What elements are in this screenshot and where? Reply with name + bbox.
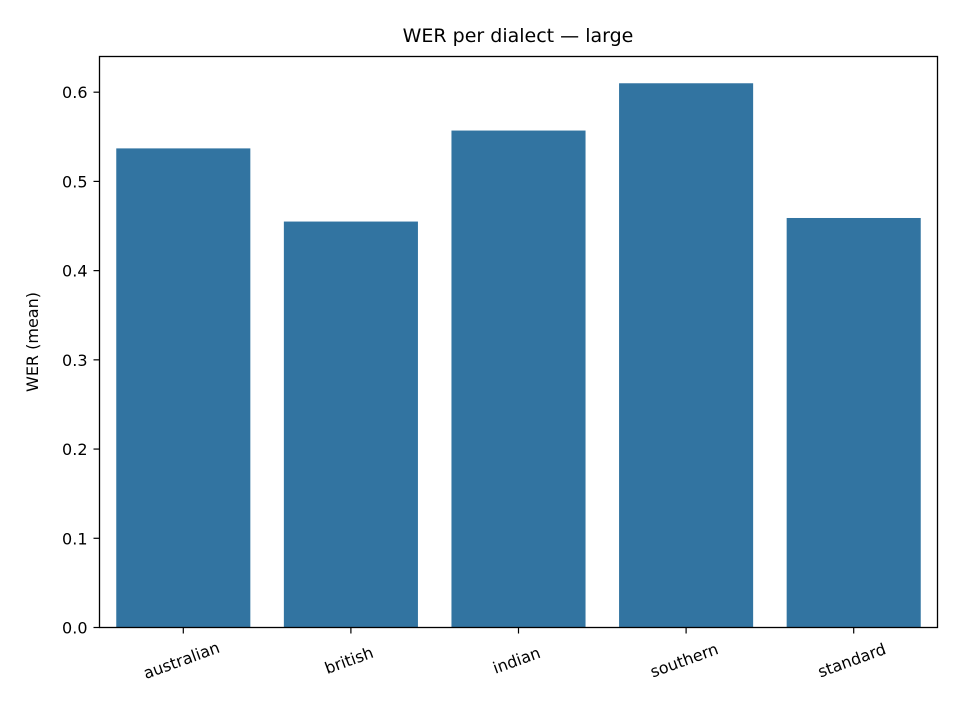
y-tick-label: 0.5 [62, 172, 87, 191]
y-axis-title: WER (mean) [23, 292, 42, 392]
chart-title: WER per dialect — large [403, 25, 634, 47]
bar-british [283, 221, 418, 628]
y-tick-label: 0.3 [62, 351, 87, 370]
y-tick-label: 0.2 [62, 440, 87, 459]
bar-indian [451, 130, 586, 628]
y-tick-label: 0.0 [62, 619, 87, 638]
y-axis: 0.0 0.1 0.2 0.3 0.4 0.5 0.6 [62, 83, 100, 638]
bar-standard [786, 217, 921, 628]
bars-group [116, 83, 921, 628]
y-tick-label: 0.6 [62, 83, 87, 102]
y-tick-label: 0.4 [62, 262, 87, 281]
bar-australian [116, 148, 251, 628]
y-tick-label: 0.1 [62, 529, 87, 548]
bar-southern [619, 83, 754, 628]
plot-frame [98, 55, 939, 629]
